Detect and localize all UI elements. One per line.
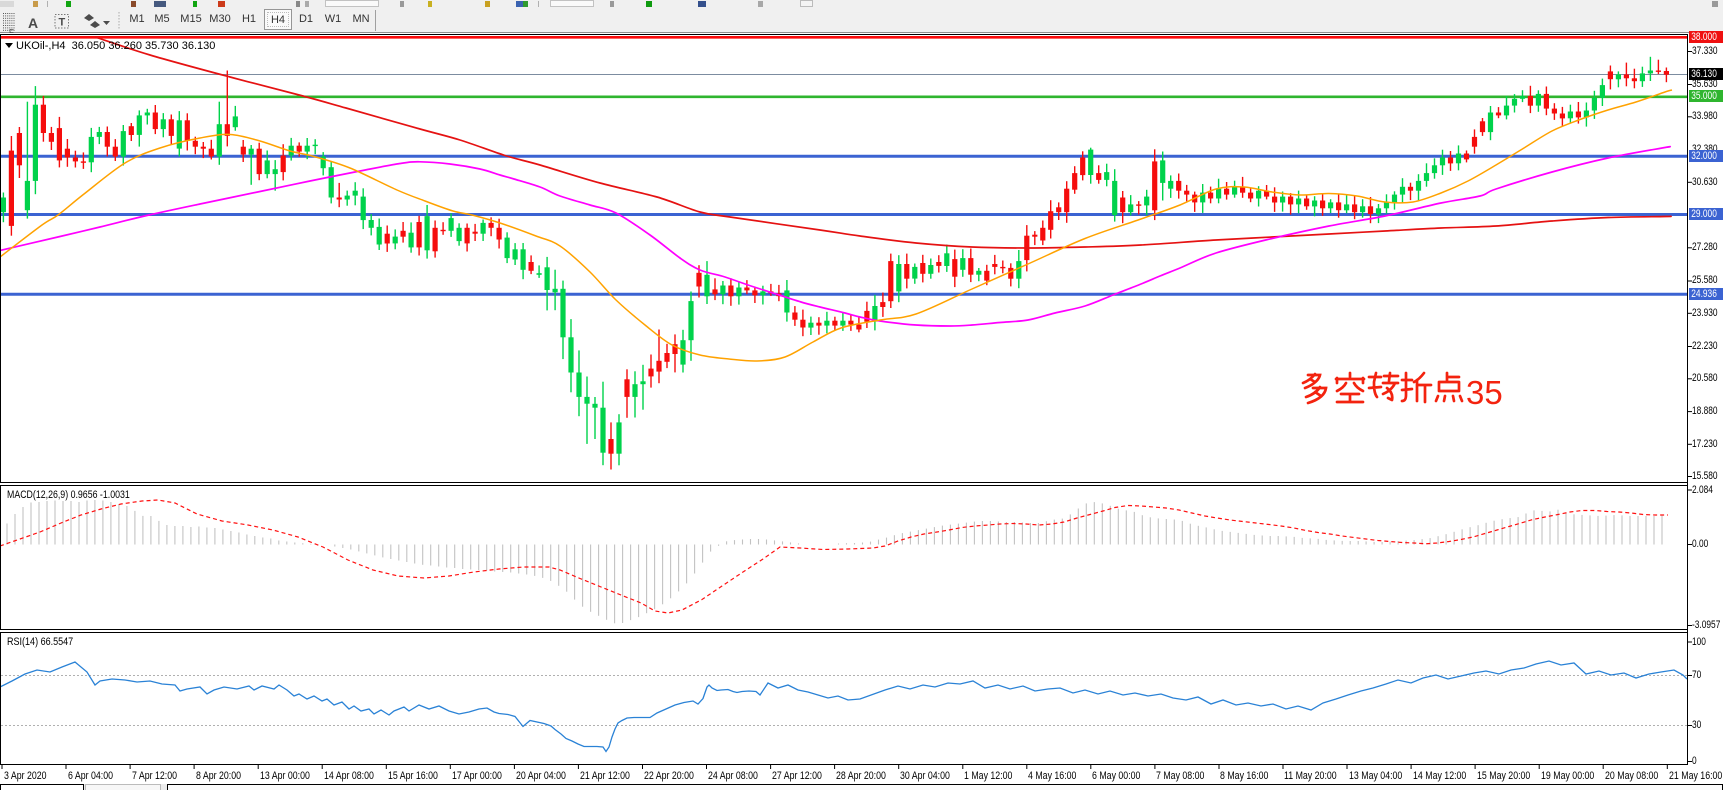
svg-text:T: T	[59, 17, 66, 29]
svg-text:F: F	[9, 28, 14, 33]
svg-text:35: 35	[1466, 374, 1503, 411]
svg-text:A: A	[28, 15, 38, 31]
